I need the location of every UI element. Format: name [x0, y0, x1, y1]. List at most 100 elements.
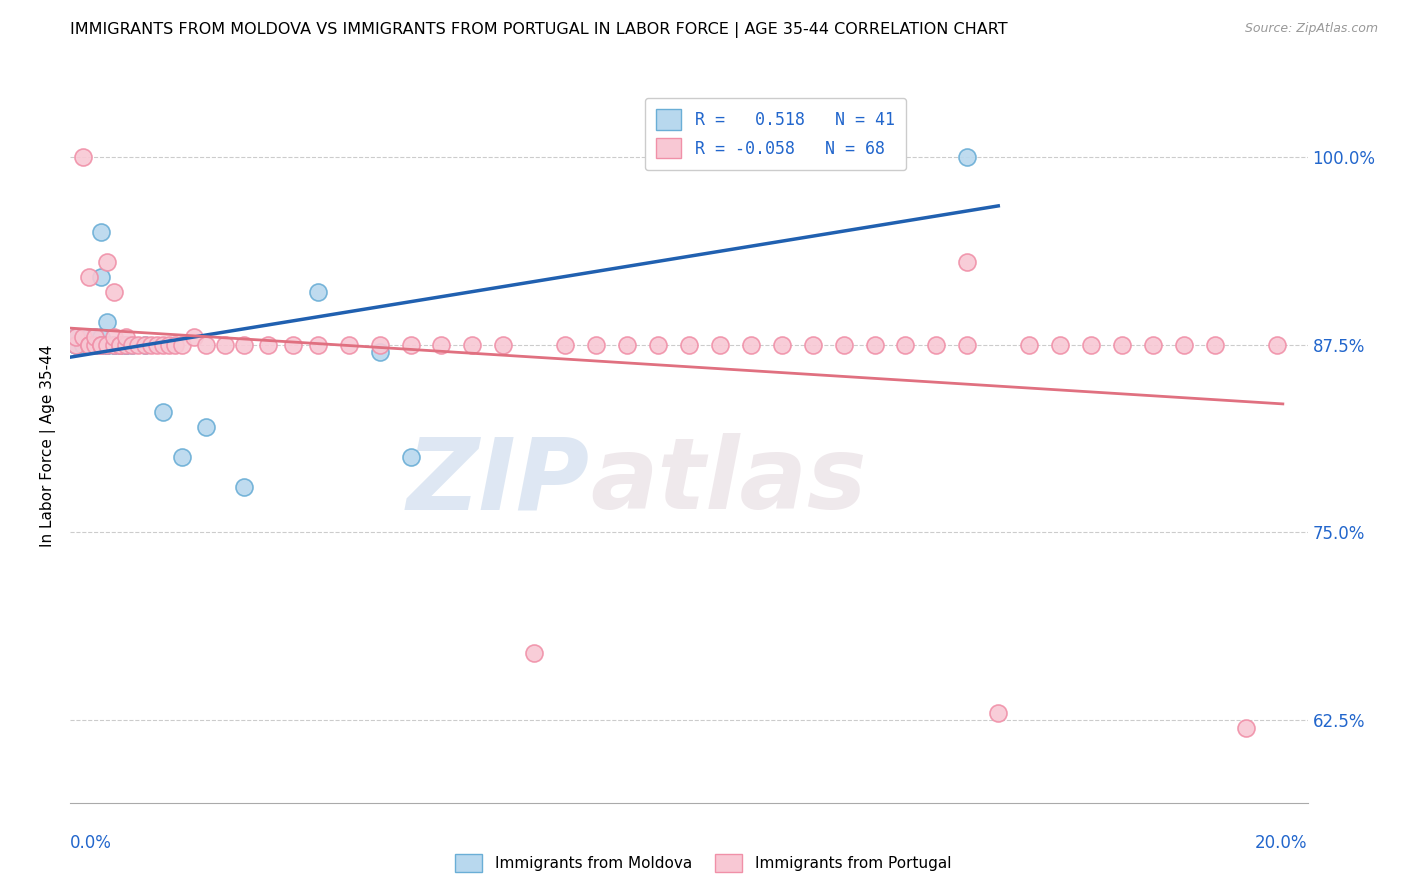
Point [461, 337, 484, 351]
Point [90, 330, 112, 344]
Point [84, 337, 107, 351]
Point [96, 337, 118, 351]
Point [72, 337, 94, 351]
Point [146, 337, 169, 351]
Point [257, 337, 280, 351]
Point [108, 337, 131, 351]
Point [1265, 337, 1288, 351]
Point [96, 337, 118, 351]
Point [492, 337, 515, 351]
Point [108, 337, 131, 351]
Point [616, 337, 638, 351]
Point [232, 480, 254, 494]
Point [801, 337, 824, 351]
Point [77, 337, 100, 351]
Point [170, 450, 193, 465]
Point [337, 337, 360, 351]
Point [121, 337, 143, 351]
Point [103, 337, 125, 351]
Point [77, 337, 100, 351]
Point [399, 337, 422, 351]
Point [195, 337, 218, 351]
Point [90, 337, 112, 351]
Point [678, 337, 700, 351]
Point [77, 330, 100, 344]
Point [103, 285, 125, 299]
Point [121, 337, 143, 351]
Point [770, 337, 793, 351]
Point [115, 330, 138, 344]
Point [65, 337, 87, 351]
Point [96, 255, 118, 269]
Point [709, 337, 731, 351]
Point [84, 337, 107, 351]
Point [90, 225, 112, 239]
Point [956, 337, 979, 351]
Point [1049, 337, 1071, 351]
Point [134, 337, 156, 351]
Point [801, 150, 824, 164]
Point [72, 150, 94, 164]
Point [77, 337, 100, 351]
Point [152, 405, 174, 419]
Point [72, 337, 94, 351]
Text: ZIP: ZIP [406, 434, 591, 530]
Point [90, 270, 112, 285]
Point [1142, 337, 1164, 351]
Point [987, 706, 1010, 720]
Point [103, 337, 125, 351]
Point [281, 337, 304, 351]
Point [90, 337, 112, 351]
Point [72, 330, 94, 344]
Point [90, 337, 112, 351]
Point [65, 330, 87, 344]
Point [77, 270, 100, 285]
Point [115, 337, 138, 351]
Point [84, 330, 107, 344]
Point [1018, 337, 1040, 351]
Text: atlas: atlas [591, 434, 866, 530]
Point [139, 337, 162, 351]
Point [368, 337, 391, 351]
Point [96, 337, 118, 351]
Point [647, 337, 669, 351]
Point [103, 330, 125, 344]
Point [134, 337, 156, 351]
Point [1234, 721, 1257, 735]
Point [740, 337, 762, 351]
Point [165, 337, 187, 351]
Point [832, 337, 855, 351]
Point [77, 337, 100, 351]
Point [956, 255, 979, 269]
Point [195, 420, 218, 434]
Point [956, 150, 979, 164]
Point [77, 337, 100, 351]
Point [170, 337, 193, 351]
Point [232, 337, 254, 351]
Point [399, 450, 422, 465]
Text: 20.0%: 20.0% [1256, 834, 1308, 852]
Point [523, 646, 546, 660]
Point [108, 337, 131, 351]
Legend: Immigrants from Moldova, Immigrants from Portugal: Immigrants from Moldova, Immigrants from… [447, 846, 959, 880]
Point [72, 330, 94, 344]
Point [127, 337, 149, 351]
Point [115, 337, 138, 351]
Point [157, 337, 180, 351]
Text: Source: ZipAtlas.com: Source: ZipAtlas.com [1244, 22, 1378, 36]
Point [1204, 337, 1226, 351]
Point [84, 330, 107, 344]
Point [115, 337, 138, 351]
Point [96, 337, 118, 351]
Point [84, 337, 107, 351]
Point [65, 330, 87, 344]
Point [368, 345, 391, 359]
Point [103, 337, 125, 351]
Point [96, 315, 118, 329]
Point [214, 337, 236, 351]
Point [108, 337, 131, 351]
Text: IMMIGRANTS FROM MOLDOVA VS IMMIGRANTS FROM PORTUGAL IN LABOR FORCE | AGE 35-44 C: IMMIGRANTS FROM MOLDOVA VS IMMIGRANTS FR… [70, 22, 1008, 38]
Point [1173, 337, 1195, 351]
Point [430, 337, 453, 351]
Point [90, 337, 112, 351]
